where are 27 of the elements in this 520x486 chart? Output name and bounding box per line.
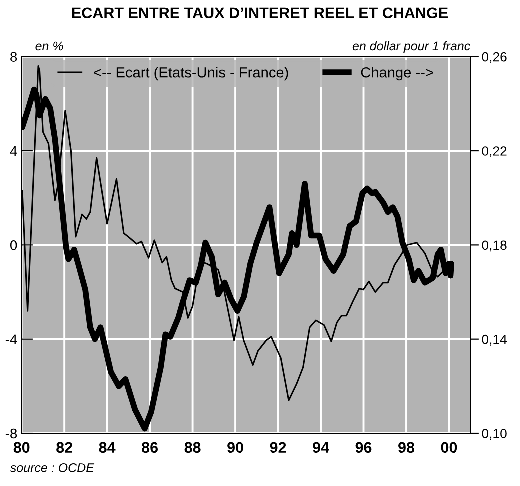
x-tick-label: 80 [14, 442, 30, 454]
x-tick-label: 88 [184, 442, 201, 454]
y2-tick-label: 0,14 [482, 334, 508, 346]
x-tick-label: 86 [142, 442, 158, 454]
x-tick-label: 84 [99, 442, 116, 454]
x-tick-label: 90 [228, 442, 244, 454]
x-tick-label: 98 [398, 442, 415, 454]
y-tick-label: 0 [10, 240, 18, 250]
legend-label: <-- Ecart (Etats-Unis - France) [94, 67, 288, 81]
y-tick-label: -4 [6, 334, 18, 344]
y-tick-label: 4 [10, 146, 18, 156]
source-note: source : OCDE [10, 463, 95, 472]
x-tick-label: 82 [56, 442, 72, 454]
x-tick-label: 00 [441, 442, 458, 454]
y2-tick-label: 0,26 [482, 52, 507, 64]
y-tick-label: 8 [10, 52, 18, 62]
x-tick-label: 92 [270, 442, 286, 454]
y2-axis-title: en dollar pour 1 franc [352, 41, 470, 54]
y2-tick-label: 0,18 [482, 240, 507, 252]
legend-label: Change --> [361, 67, 434, 81]
chart-title: ECART ENTRE TAUX D’INTERET REEL ET CHANGE [72, 8, 448, 19]
y-axis-title: en % [36, 42, 64, 51]
y2-tick-label: 0,22 [482, 146, 507, 158]
x-tick-label: 96 [356, 442, 372, 454]
y2-tick-label: 0,10 [482, 429, 507, 440]
y-tick-label: -8 [6, 428, 18, 439]
x-tick-label: 94 [313, 442, 330, 454]
